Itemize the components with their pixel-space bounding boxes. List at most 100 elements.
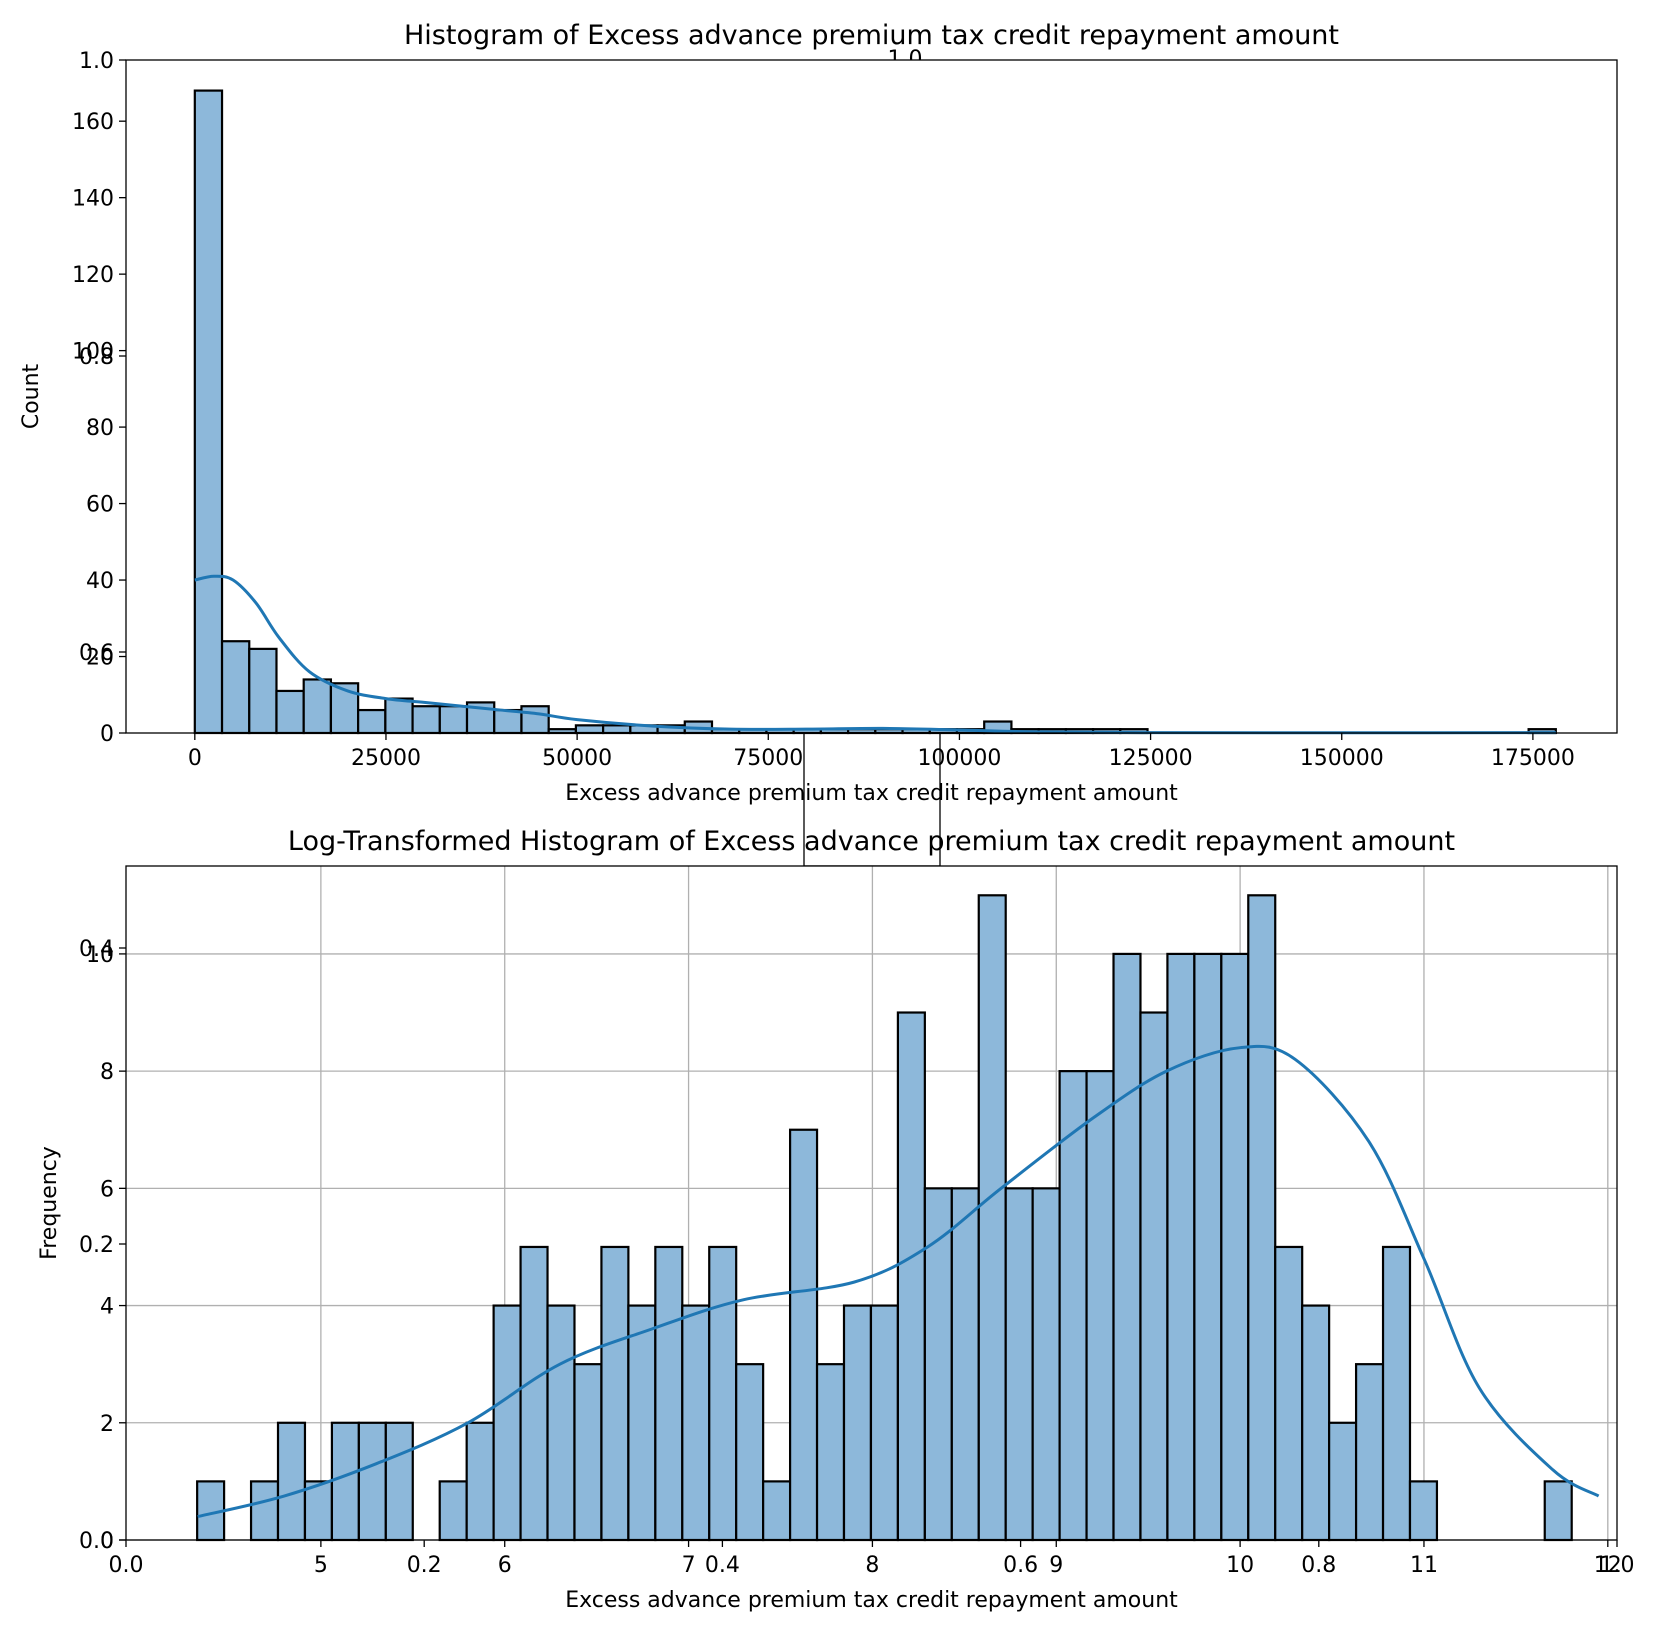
y-tick-label: 80: [86, 416, 114, 441]
chart-title: Histogram of Excess advance premium tax …: [404, 20, 1339, 51]
y-tick-label: 140: [72, 187, 114, 212]
histogram-bar: [1354, 1363, 1385, 1542]
x-tick-label: 0: [188, 746, 202, 771]
y-tick-label: 60: [86, 493, 114, 518]
ghost-y-tick-label: 1.0: [79, 49, 114, 74]
histogram-bar: [220, 640, 251, 735]
histogram-bar: [193, 89, 224, 735]
histogram-bar: [520, 705, 550, 735]
histogram-bar: [1274, 1245, 1304, 1542]
x-tick-label: 9: [1049, 1553, 1063, 1578]
histogram-bar: [1328, 1421, 1358, 1542]
x-tick-label: 11: [1410, 1553, 1438, 1578]
ghost-y-tick-label: 0.8: [79, 345, 114, 370]
axes-frame: [125, 865, 1618, 1541]
histogram-bar: [465, 1421, 495, 1542]
y-tick-label: 6: [100, 1177, 114, 1202]
histogram-bar: [762, 1480, 792, 1542]
x-tick-label: 50000: [542, 746, 612, 771]
x-tick-label: 5: [314, 1553, 328, 1578]
histogram-bar: [1220, 952, 1250, 1542]
ghost-x-tick-label: 1.0: [1600, 1553, 1635, 1578]
y-tick-label: 0: [100, 722, 114, 747]
histogram-bar: [519, 1245, 549, 1542]
x-axis-label: Excess advance premium tax credit repaym…: [565, 781, 1178, 806]
y-tick-label: 8: [100, 1060, 114, 1085]
histogram-bar: [896, 1011, 926, 1542]
y-axis-label: Count: [19, 363, 44, 429]
histogram-bar: [249, 1480, 280, 1542]
histogram-bar: [574, 724, 605, 735]
histogram-bar: [977, 894, 1007, 1542]
y-tick-label: 0: [100, 1529, 114, 1554]
x-tick-label: 175000: [1491, 746, 1575, 771]
histogram-bar: [627, 1304, 657, 1542]
x-tick-label: 10: [1226, 1553, 1254, 1578]
histogram-bar: [384, 1421, 414, 1542]
histogram-bar: [1085, 1070, 1115, 1542]
x-tick-label: 8: [865, 1553, 879, 1578]
histogram-bar: [1139, 1011, 1169, 1542]
x-tick-label: 125000: [1109, 746, 1193, 771]
histogram-bar: [1112, 952, 1142, 1542]
x-tick-label: 25000: [351, 746, 421, 771]
histogram-bar: [276, 1421, 307, 1542]
histogram-bar: [1543, 1480, 1573, 1542]
histogram-bar: [573, 1363, 603, 1542]
histogram-bar: [681, 1304, 711, 1542]
histogram-bar: [1247, 894, 1277, 1542]
x-tick-label: 150000: [1300, 746, 1384, 771]
histogram-bar: [1004, 1187, 1034, 1542]
x-axis-label: Excess advance premium tax credit repaym…: [565, 1588, 1178, 1613]
histogram-bar: [735, 1363, 765, 1542]
histogram-bar: [493, 708, 523, 735]
histogram-bar: [546, 1304, 576, 1542]
x-tick-label: 6: [498, 1553, 512, 1578]
y-tick-label: 160: [72, 110, 114, 135]
ghost-y-tick-label: 0.2: [79, 1233, 114, 1258]
ghost-y-tick-label: 0.6: [79, 641, 114, 666]
histogram-bar: [357, 1421, 387, 1542]
y-tick-label: 120: [72, 263, 114, 288]
ghost-x-tick-label: 0.2: [407, 1553, 442, 1578]
y-tick-label: 4: [100, 1295, 114, 1320]
histogram-bar: [1031, 1187, 1061, 1542]
histogram-bar: [602, 724, 632, 735]
histogram-bar: [303, 1480, 334, 1542]
y-tick-label: 2: [100, 1412, 114, 1437]
histogram-bar: [1301, 1304, 1331, 1542]
histogram-bar: [275, 689, 305, 735]
histogram-raw-panel: 0 25000 50000 75000 100000 125000 150000 175000…: [19, 20, 1618, 806]
ghost-x-tick-label: 0.0: [109, 1553, 144, 1578]
histogram-bar: [248, 647, 278, 735]
x-tick-label: 75000: [733, 746, 803, 771]
histogram-bar: [1058, 1070, 1088, 1542]
plot-area: [126, 60, 1617, 733]
histogram-bar: [1193, 952, 1223, 1542]
histogram-bar: [302, 678, 333, 735]
ghost-y-tick-label: 0.4: [79, 937, 114, 962]
histogram-log-panel: 5 6 7 8 9 10 11 12 0 2 4 6 8 10 Log-Transformed Histog…: [37, 826, 1622, 1613]
y-tick-label: 20: [86, 646, 114, 671]
ghost-y-tick-label: 0.0: [79, 1529, 114, 1554]
histogram-bar: [330, 1421, 360, 1542]
histogram-bar: [950, 1187, 980, 1542]
y-tick-label: 10: [86, 943, 114, 968]
histogram-bar: [1166, 952, 1196, 1542]
histogram-bar: [384, 697, 414, 735]
x-tick-label: 100000: [917, 746, 1001, 771]
histogram-bar: [815, 1363, 846, 1542]
y-axis-label: Frequency: [37, 1146, 62, 1260]
histogram-bar: [492, 1304, 522, 1542]
y-tick-label: 100: [72, 340, 114, 365]
histogram-bar: [842, 1304, 873, 1542]
kde-curve: [197, 1044, 1600, 1519]
ghost-x-tick-label: 0.6: [1003, 1553, 1038, 1578]
histogram-bar: [654, 1245, 684, 1542]
histogram-bar: [411, 705, 441, 735]
chart-title: Log-Transformed Histogram of Excess adva…: [288, 826, 1455, 857]
axes-frame: [125, 59, 1618, 734]
x-tick-label: 7: [682, 1553, 696, 1578]
histogram-bar: [357, 708, 387, 735]
